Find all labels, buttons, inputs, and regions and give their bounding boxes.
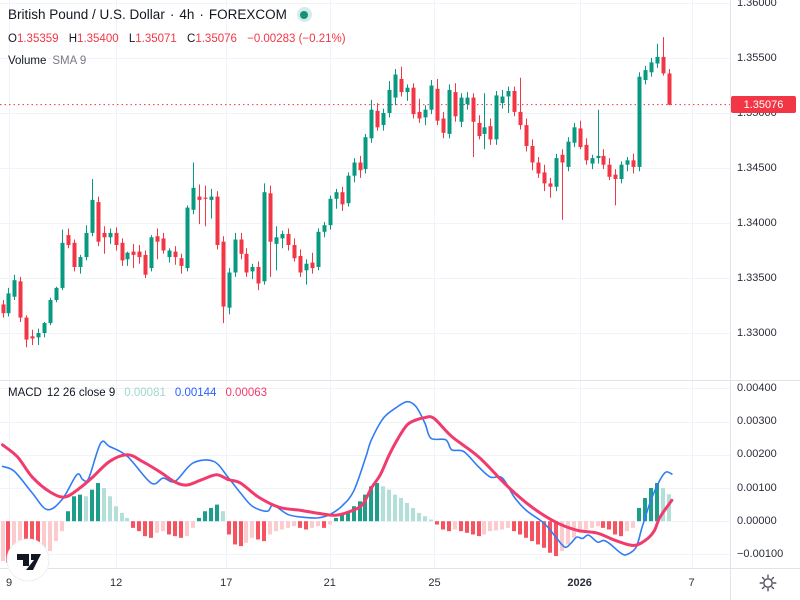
macd-signal-value: 0.00063 — [225, 387, 268, 399]
price-pane[interactable] — [0, 0, 730, 380]
price-tick-label: 1.33000 — [737, 326, 777, 339]
price-tick-label: 1.34500 — [737, 161, 777, 174]
time-tick-label: 21 — [323, 577, 336, 589]
symbol-legend[interactable]: British Pound / U.S. Dollar · 4h · FOREXCOM — [8, 7, 312, 22]
price-tick-label: 1.36000 — [737, 0, 777, 9]
macd-tick-label: 0.00100 — [737, 481, 777, 494]
price-tick-label: 1.34000 — [737, 216, 777, 229]
volume-sma-label: SMA 9 — [52, 55, 87, 67]
exchange-label[interactable]: FOREXCOM — [208, 7, 287, 22]
legend-separator: · — [169, 7, 175, 22]
macd-tick-label: −0.00100 — [737, 547, 784, 560]
macd-legend[interactable]: MACD 12 26 close 9 0.00081 0.00144 0.00063 — [8, 387, 267, 399]
tradingview-logo[interactable] — [6, 538, 50, 582]
macd-tick-label: 0.00400 — [737, 381, 777, 394]
symbol-title[interactable]: British Pound / U.S. Dollar — [8, 7, 165, 22]
time-tick-label: 7 — [688, 577, 695, 589]
open-label: O — [8, 33, 17, 45]
macd-line-value: 0.00144 — [174, 387, 217, 399]
time-tick-label: 9 — [5, 577, 13, 589]
volume-title[interactable]: Volume — [8, 55, 47, 67]
last-price-label[interactable]: 1.35076 — [731, 96, 796, 114]
low-value: 1.35071 — [135, 33, 177, 45]
close-label: C — [187, 33, 196, 45]
macd-params: 12 26 close 9 — [46, 387, 116, 399]
macd-title[interactable]: MACD — [8, 387, 42, 399]
macd-tick-label: 0.00300 — [737, 415, 777, 428]
time-tick-label: 25 — [428, 577, 441, 589]
time-tick-label: 12 — [110, 577, 123, 589]
volume-legend[interactable]: Volume SMA 9 — [8, 55, 86, 67]
macd-tick-label: 0.00000 — [737, 514, 777, 527]
macd-hist-value: 0.00081 — [124, 387, 166, 399]
price-tick-label: 1.33500 — [737, 271, 777, 284]
legend-separator: · — [199, 7, 204, 22]
close-value: 1.35076 — [195, 33, 237, 45]
market-status-icon — [296, 7, 312, 22]
time-tick-label: 17 — [220, 577, 233, 589]
high-value: 1.35400 — [77, 33, 119, 45]
ohlc-legend: O1.35359 H1.35400 L1.35071 C1.35076 −0.0… — [8, 33, 346, 45]
interval-label[interactable]: 4h — [179, 7, 195, 22]
change-value: −0.00283 (−0.21%) — [247, 33, 346, 45]
open-value: 1.35359 — [16, 33, 59, 45]
price-tick-label: 1.35500 — [737, 51, 777, 64]
time-tick-label: 2026 — [567, 577, 592, 589]
low-label: L — [128, 33, 136, 45]
macd-tick-label: 0.00200 — [737, 448, 777, 461]
macd-pane[interactable] — [0, 380, 730, 568]
settings-gear-icon[interactable] — [759, 574, 777, 592]
high-label: H — [68, 33, 78, 45]
